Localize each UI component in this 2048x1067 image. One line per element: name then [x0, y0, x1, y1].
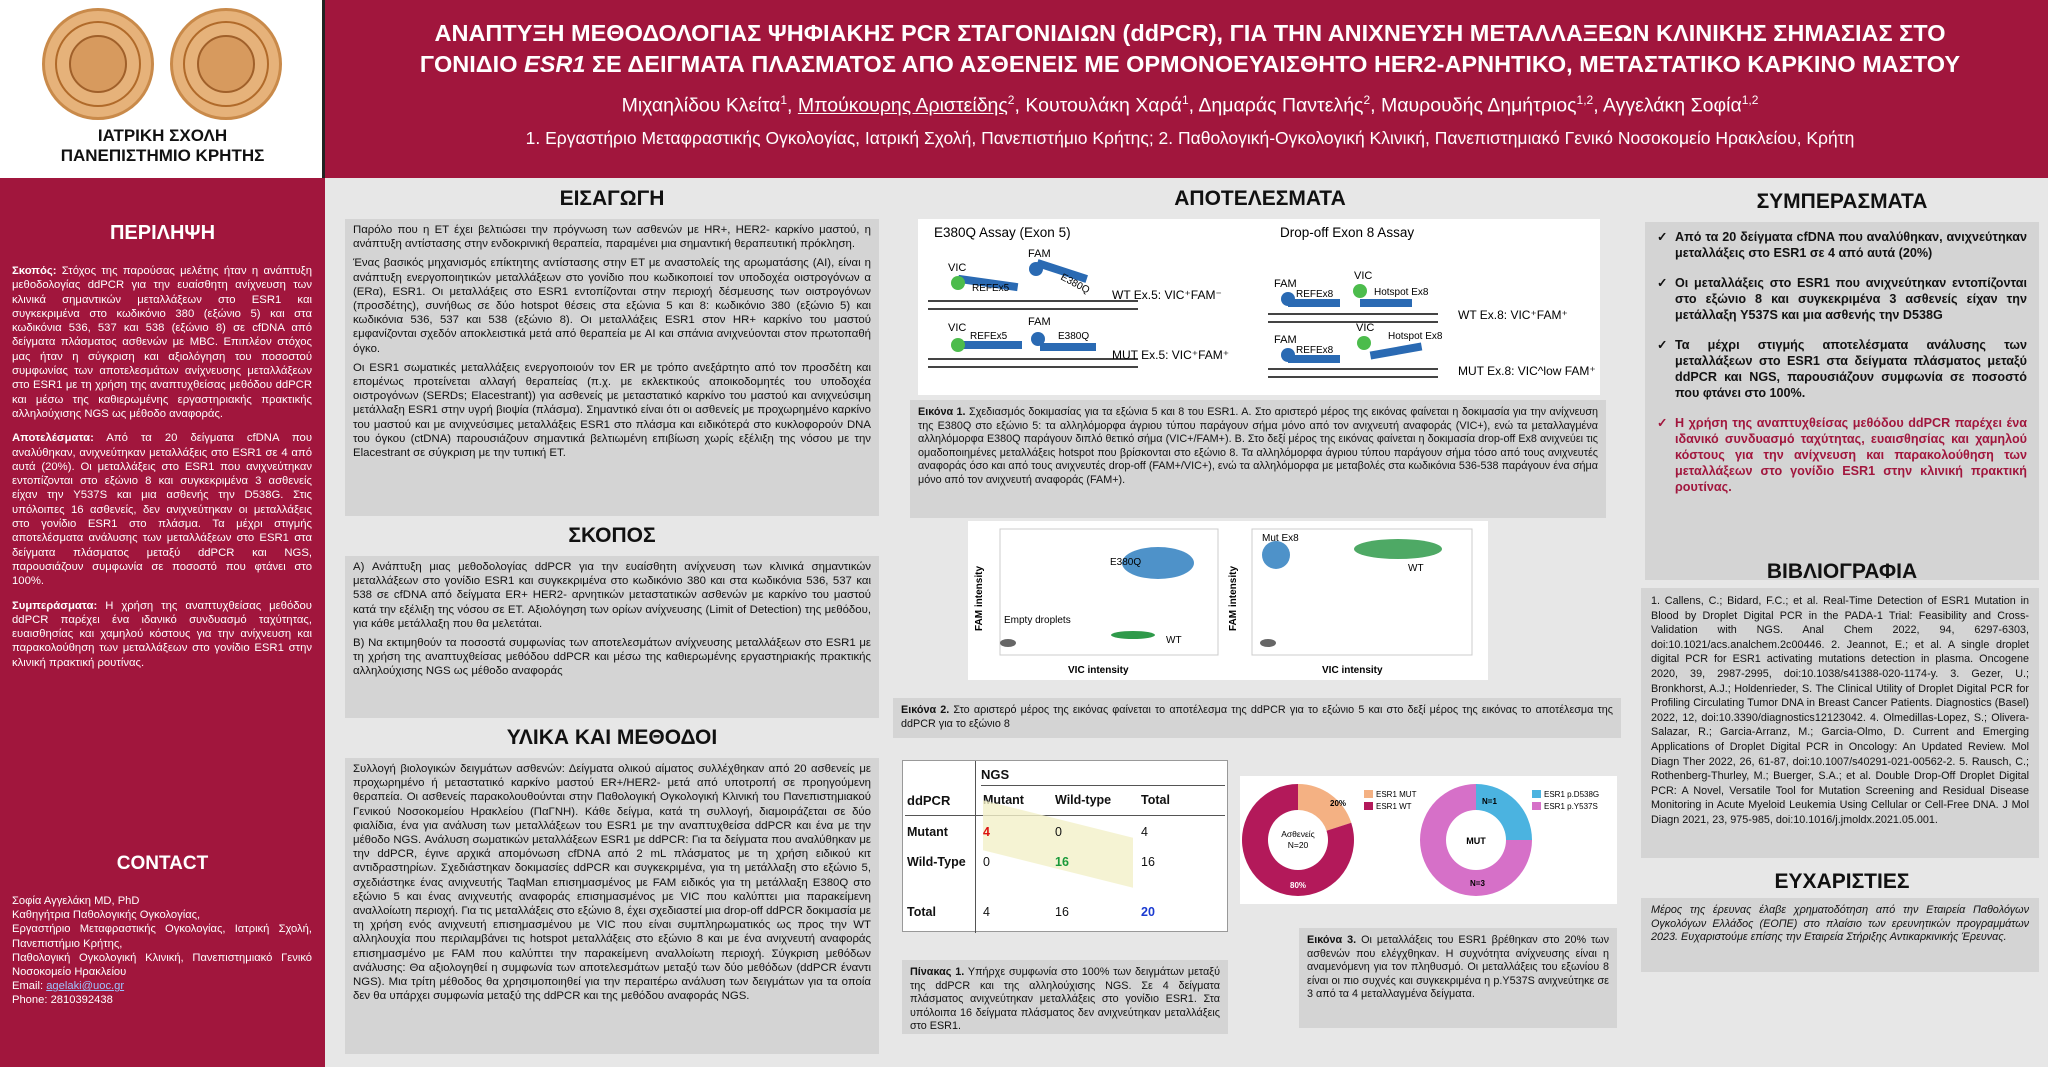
svg-text:Ασθενείς: Ασθενείς [1281, 829, 1314, 839]
svg-text:E380Q: E380Q [1058, 331, 1089, 342]
svg-text:VIC: VIC [948, 262, 966, 274]
donut-svg: Ασθενείς N=20 20% 80% ESR1 MUT ESR1 WT M… [1242, 784, 1599, 896]
figure3-caption: Εικόνα 3. Οι μεταλλάξεις του ESR1 βρέθηκ… [1299, 928, 1617, 1028]
svg-text:REFEx5: REFEx5 [972, 283, 1010, 294]
author-name: Αγγελάκη Σοφία [1602, 94, 1742, 117]
aim-box: A) Ανάπτυξη μιας μεθοδολογίας ddPCR για … [345, 556, 879, 718]
donut-slice [1298, 784, 1352, 831]
author-name: Κουτουλάκη Χαρά [1025, 94, 1182, 117]
author-list: Μιχαηλίδου Κλείτα1, Μπούκουρης Αριστείδη… [621, 93, 1759, 117]
left-column: ΠΕΡΙΛΗΨΗ Σκοπός: Στόχος της παρούσας μελ… [0, 178, 325, 1067]
svg-text:80%: 80% [1290, 881, 1306, 890]
svg-text:MUT Ex.8: VIC^low FAM⁺: MUT Ex.8: VIC^low FAM⁺ [1458, 364, 1596, 378]
ddpcr-scatter-figure: FAM intensity VIC intensity E380Q Empty … [974, 528, 1473, 676]
svg-text:Mut Ex8: Mut Ex8 [1262, 533, 1299, 544]
svg-text:FAM: FAM [1274, 334, 1297, 346]
svg-text:N=3: N=3 [1470, 879, 1485, 888]
svg-text:FAM intensity: FAM intensity [974, 566, 985, 631]
svg-text:MUT Ex.5: VIC⁺FAM⁺: MUT Ex.5: VIC⁺FAM⁺ [1112, 348, 1229, 362]
svg-text:ESR1 p.D538G: ESR1 p.D538G [1544, 790, 1599, 799]
contact-title: CONTACT [116, 853, 209, 874]
affiliations: 1. Εργαστήριο Μεταφραστικής Ογκολογίας, … [525, 128, 1855, 148]
university-seal-logo [42, 8, 154, 120]
results-title: ΑΠΟΤΕΛΕΣΜΑΤΑ [1174, 187, 1346, 210]
intro-box: Παρόλο που η ET έχει βελτιώσει την πρόγν… [345, 219, 879, 516]
poster-header: ΙΑΤΡΙΚΗ ΣΧΟΛΗ ΠΑΝΕΠΙΣΤΗΜΙΟ ΚΡΗΤΗΣ ΑΝΑΠΤΥ… [0, 0, 2048, 178]
svg-text:Empty droplets: Empty droplets [1004, 615, 1071, 626]
conclusion-item: ✓ Τα μέχρι στιγμής αποτελέσματα ανάλυσης … [1657, 338, 2027, 400]
conclusion-item: ✓ Από τα 20 δείγματα cfDNA που αναλύθηκαν… [1657, 230, 2027, 260]
abstract-title: ΠΕΡΙΛΗΨΗ [109, 222, 216, 244]
abstract-text: Σκοπός: Στόχος της παρούσας μελέτης ήταν… [12, 265, 312, 669]
svg-text:WT Ex.5: VIC⁺FAM⁻: WT Ex.5: VIC⁺FAM⁻ [1112, 288, 1222, 302]
figure1-caption: Εικόνα 1. Σχεδιασμός δοκιμασίας για τα ε… [910, 400, 1606, 518]
author-name: Μιχαηλίδου Κλείτα [621, 94, 781, 117]
author-name: Μπούκουρης Αριστείδης [797, 94, 1008, 117]
concordance-table: NGS ddPCR Mutant Wild-type Total Mutant … [902, 760, 1228, 933]
svg-text:Drop-off Exon 8 Assay: Drop-off Exon 8 Assay [1280, 225, 1414, 240]
conclusions-box: ✓ Από τα 20 δείγματα cfDNA που αναλύθηκαν… [1645, 222, 2039, 580]
assay-diagram: E380Q Assay (Exon 5) Drop-off Exon 8 Ass… [928, 225, 1596, 378]
svg-text:FAM intensity: FAM intensity [1228, 566, 1239, 631]
svg-text:VIC: VIC [1354, 270, 1372, 282]
svg-text:N=20: N=20 [1288, 840, 1309, 850]
svg-text:VIC: VIC [1356, 322, 1374, 334]
svg-text:FAM: FAM [1274, 278, 1297, 290]
methods-title: ΥΛΙΚΑ ΚΑΙ ΜΕΘΟΔΟΙ [506, 726, 718, 749]
contact-info: Σοφία Αγγελάκη MD, PhD Καθηγήτρια Παθολο… [12, 895, 312, 1007]
email-link[interactable]: agelaki@uoc.gr [46, 980, 125, 993]
svg-text:E380Q: E380Q [1110, 557, 1141, 568]
svg-text:REFEx8: REFEx8 [1296, 345, 1334, 356]
intro-title: ΕΙΣΑΓΩΓΗ [559, 187, 665, 210]
donut-slice [1476, 784, 1532, 840]
svg-text:VIC intensity: VIC intensity [1322, 665, 1383, 676]
svg-text:Hotspot Ex8: Hotspot Ex8 [1374, 287, 1429, 298]
svg-text:20%: 20% [1330, 799, 1346, 808]
author-name: Δημαράς Παντελής [1198, 94, 1364, 117]
svg-text:WT Ex.8: VIC⁺FAM⁺: WT Ex.8: VIC⁺FAM⁺ [1458, 308, 1568, 322]
svg-text:WT: WT [1166, 635, 1182, 646]
svg-text:Hotspot Ex8: Hotspot Ex8 [1388, 331, 1443, 342]
conclusion-item: ✓ Η χρήση της αναπτυχθείσας μεθόδου ddPCR… [1657, 416, 2027, 494]
svg-text:FAM: FAM [1028, 248, 1051, 260]
logo-panel: ΙΑΤΡΙΚΗ ΣΧΟΛΗ ΠΑΝΕΠΙΣΤΗΜΙΟ ΚΡΗΤΗΣ [0, 0, 325, 178]
svg-text:ESR1 WT: ESR1 WT [1376, 802, 1412, 811]
thanks-box: Μέρος της έρευνας έλαβε χρηματοδότηση απ… [1641, 898, 2039, 972]
references-title: ΒΙΒΛΙΟΓΡΑΦΙΑ [1766, 560, 1918, 583]
svg-text:VIC intensity: VIC intensity [1068, 665, 1129, 676]
figure2-caption: Εικόνα 2. Στο αριστερό μέρος της εικόνας… [893, 698, 1621, 738]
medical-school-seal-logo [170, 8, 282, 120]
donut-slice [1242, 784, 1354, 896]
svg-text:ESR1 p.Y537S: ESR1 p.Y537S [1544, 802, 1598, 811]
svg-text:E380Q Assay (Exon 5): E380Q Assay (Exon 5) [934, 225, 1071, 240]
table1-caption: Πίνακας 1. Υπήρχε συμφωνία στο 100% των … [902, 960, 1228, 1034]
svg-text:REFEx5: REFEx5 [970, 331, 1008, 342]
references-box: 1. Callens, C.; Bidard, F.C.; et al. Rea… [1641, 588, 2039, 858]
svg-text:WT: WT [1408, 563, 1424, 574]
svg-text:ESR1 MUT: ESR1 MUT [1376, 790, 1417, 799]
svg-text:REFEx8: REFEx8 [1296, 289, 1334, 300]
thanks-title: ΕΥΧΑΡΙΣΤΙΕΣ [1774, 870, 1910, 893]
donut-slice [1420, 784, 1532, 896]
school-name: ΙΑΤΡΙΚΗ ΣΧΟΛΗ ΠΑΝΕΠΙΣΤΗΜΙΟ ΚΡΗΤΗΣ [60, 126, 265, 165]
ddpcr-plots: FAM intensity VIC intensity E380Q Empty … [968, 521, 1488, 680]
aim-title: ΣΚΟΠΟΣ [568, 524, 656, 547]
poster-title: ΑΝΑΠΤΥΞΗ ΜΕΘΟΔΟΛΟΓΙΑΣ ΨΗΦΙΑΚΗΣ PCR ΣΤΑΓΟ… [419, 20, 1961, 77]
svg-text:VIC: VIC [948, 322, 966, 334]
mutation-donut-charts: Ασθενείς N=20 20% 80% ESR1 MUT ESR1 WT M… [1240, 776, 1617, 904]
svg-text:FAM: FAM [1028, 316, 1051, 328]
conclusion-item: ✓ Οι μεταλλάξεις στο ESR1 που ανιχνεύτηκα… [1657, 276, 2027, 322]
author-name: Μαυρουδής Δημήτριος [1380, 94, 1577, 117]
svg-text:N=1: N=1 [1482, 797, 1497, 806]
svg-text:MUT: MUT [1466, 836, 1486, 846]
assay-design-figure: E380Q Assay (Exon 5) Drop-off Exon 8 Ass… [918, 219, 1600, 395]
conclusions-title: ΣΥΜΠΕΡΑΣΜΑΤΑ [1756, 190, 1928, 213]
methods-box: Συλλογή βιολογικών δειγμάτων ασθενών: Δε… [345, 758, 879, 1054]
